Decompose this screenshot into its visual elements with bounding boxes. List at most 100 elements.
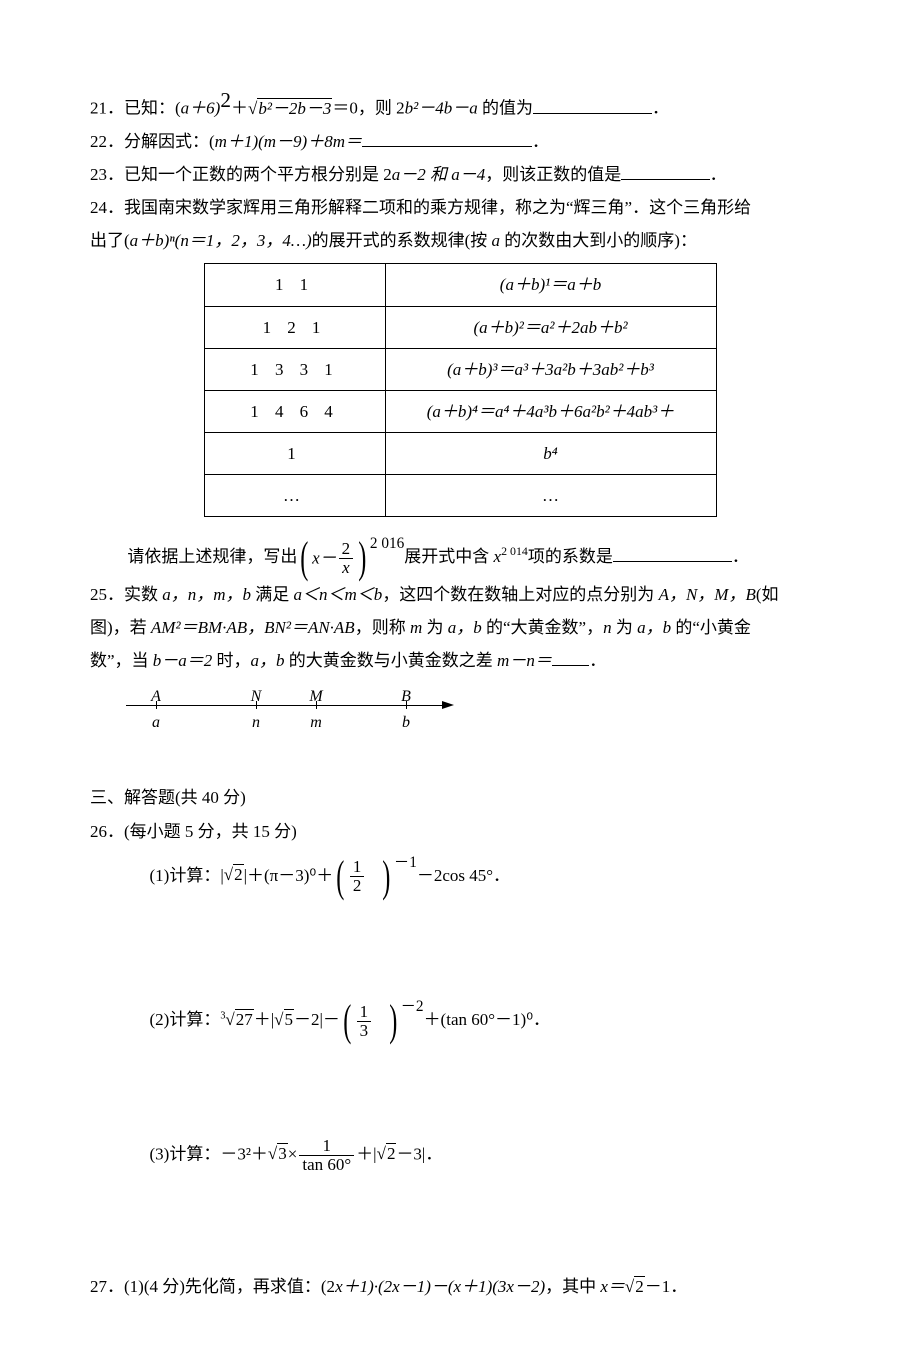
q25-2e: 为 xyxy=(612,618,638,637)
q22-blank xyxy=(362,129,532,147)
q27-rad: √2 xyxy=(625,1270,645,1303)
q26-head: 26．(每小题 5 分，共 15 分) xyxy=(90,815,830,848)
fd: 2 xyxy=(350,876,365,895)
q23-blank xyxy=(621,162,709,180)
q26-2d: ＋(tan 60°－1)⁰． xyxy=(424,1010,550,1029)
q23-num: 23． xyxy=(90,165,124,184)
q26-3: (3)计算：－3²＋√3×1tan 60°＋|√2－3|． xyxy=(90,1137,830,1174)
cell-l: 1 1 xyxy=(204,264,385,306)
q24-l2b: 的展开式的系数规律(按 xyxy=(312,231,492,250)
q26-3a: (3)计算：－3²＋ xyxy=(150,1144,268,1163)
table-row: 1 2 1(a＋b)²＝a²＋2ab＋b² xyxy=(204,306,716,348)
q25-b: 满足 xyxy=(251,585,294,604)
q26-1rc: 2 xyxy=(233,864,244,884)
q25-d: (如 xyxy=(756,585,779,604)
q21-blank xyxy=(533,96,652,114)
pascal-table: 1 1(a＋b)¹＝a＋b 1 2 1(a＋b)²＝a²＋2ab＋b² 1 3 … xyxy=(204,263,717,517)
q26-1rad: √2 xyxy=(224,858,244,891)
q27-rc: 2 xyxy=(634,1276,645,1296)
q26-1c: －2cos 45°． xyxy=(417,865,510,884)
q26-2cbrt: 3√27 xyxy=(220,1003,253,1036)
rparen-icon: ) xyxy=(382,857,390,897)
cell-r: (a＋b)²＝a²＋2ab＋b² xyxy=(385,306,716,348)
q26-3r3: √3 xyxy=(268,1137,288,1170)
q25-2f: 的“小黄金 xyxy=(671,618,751,637)
q27-num: 27． xyxy=(90,1277,124,1296)
q25-a: 实数 xyxy=(124,585,162,604)
cell-r: (a＋b)¹＝a＋b xyxy=(385,264,716,306)
q26-3frac: 1tan 60° xyxy=(299,1137,354,1174)
q24-blank xyxy=(613,544,732,562)
q27-xeq: x＝ xyxy=(600,1277,625,1296)
q24-abnn: a＋b)ⁿ(n＝1，2，3，4…) xyxy=(130,231,312,250)
q25-l1: 25．实数 a，n，m，b 满足 a＜n＜m＜b，这四个数在数轴上对应的点分别为… xyxy=(90,578,830,611)
q26-1frac: 12 xyxy=(350,858,365,895)
q27-c: －1． xyxy=(645,1277,688,1296)
q27-x1: x＋1)·(2x－1)－(x＋1)(3x－2) xyxy=(335,1277,545,1296)
cell-r: b⁴ xyxy=(385,432,716,474)
q25-blank xyxy=(552,648,589,666)
fd: tan 60° xyxy=(299,1155,354,1174)
table-row: 1 3 3 1(a＋b)³＝a³＋3a²b＋3ab²＋b³ xyxy=(204,348,716,390)
q24-l1: 24．我国南宋数学家辉用三角形解释二项和的乘方规律，称之为“辉三角”．这个三角形… xyxy=(90,191,830,224)
q21-bsq: b²－4b－a xyxy=(405,99,478,118)
q24-l2c: 的次数由大到小的顺序)： xyxy=(500,231,697,250)
q25-ab2: a，b xyxy=(637,618,671,637)
table-row: 1b⁴ xyxy=(204,432,716,474)
q25-3b: 时， xyxy=(212,651,250,670)
rparen-icon: ) xyxy=(358,538,366,578)
q21: 21．已知：(a＋6)2＋√b²－2b－3＝0，则 2b²－4b－a 的值为． xyxy=(90,80,830,125)
q23-exp: a－2 和 a－4 xyxy=(392,165,486,184)
q26-1a: (1)计算：| xyxy=(150,865,224,884)
q24-num: 24． xyxy=(90,198,124,217)
q24-l2a: 出了( xyxy=(90,231,130,250)
q26-1: (1)计算：|√2|＋(π－3)⁰＋(12 )－1－2cos 45°． xyxy=(90,848,830,897)
q26-2: (2)计算：3√27＋|√5－2|－(13 )－2＋(tan 60°－1)⁰． xyxy=(90,992,830,1041)
table-row: 1 1(a＋b)¹＝a＋b xyxy=(204,264,716,306)
q27-a: (1)(4 分)先化简，再求值：(2 xyxy=(124,1277,335,1296)
q26-2a: (2)计算： xyxy=(150,1010,221,1029)
table-row: 1 4 6 4(a＋b)⁴＝a⁴＋4a³b＋6a²b²＋4ab³＋ xyxy=(204,390,716,432)
q25-ab: a，b xyxy=(448,618,482,637)
q21-radicand: b²－2b－3 xyxy=(257,98,332,118)
q25-3c: 的大黄金数与小黄金数之差 xyxy=(285,651,498,670)
q24-tb: 展开式中含 xyxy=(404,547,493,566)
q26-2b: ＋| xyxy=(254,1010,274,1029)
q26-3b: × xyxy=(288,1144,298,1163)
q26-2exp: －2 xyxy=(401,998,424,1015)
q24-l2: 出了(a＋b)ⁿ(n＝1，2，3，4…)的展开式的系数规律(按 a 的次数由大到… xyxy=(90,224,830,257)
q24-p: ． xyxy=(732,547,749,566)
q25-2d: 的“大黄金数”， xyxy=(482,618,603,637)
q23-p: ． xyxy=(710,165,727,184)
q25-vars: a，n，m，b xyxy=(162,585,251,604)
q25-eq1: AM²＝BM·AB，BN²＝AN·AB xyxy=(151,618,355,637)
q23-a: 已知一个正数的两个平方根分别是 2 xyxy=(124,165,392,184)
q26-2frac: 13 xyxy=(357,1003,372,1040)
q21-exp2: 2 xyxy=(220,88,231,112)
q25-2c: 为 xyxy=(422,618,448,637)
q26-2c: －2|－ xyxy=(294,1010,340,1029)
q22: 22．分解因式：(m＋1)(m－9)＋8m＝． xyxy=(90,125,830,158)
q21-t1: 已知：( xyxy=(124,99,181,118)
fn: 1 xyxy=(350,858,365,876)
lparen-icon: ( xyxy=(343,1001,351,1041)
q25-p: ． xyxy=(589,651,606,670)
q22-m: m＋1)(m－9)＋8m＝ xyxy=(215,132,362,151)
q25-2b: ，则称 xyxy=(355,618,410,637)
q21-plus: ＋ xyxy=(231,99,248,118)
q25-c: ，这四个数在数轴上对应的点分别为 xyxy=(382,585,658,604)
q24-e2016: 2 016 xyxy=(370,535,404,552)
q26-2cb: 27 xyxy=(235,1009,254,1029)
q21-num: 21． xyxy=(90,99,124,118)
cell-l: 1 4 6 4 xyxy=(204,390,385,432)
q27: 27．(1)(4 分)先化简，再求值：(2x＋1)·(2x－1)－(x＋1)(3… xyxy=(90,1270,830,1303)
q24-x2: x xyxy=(494,547,502,566)
cell-l: … xyxy=(204,475,385,517)
fn: 1 xyxy=(299,1137,354,1155)
lparen-icon: ( xyxy=(301,538,309,578)
q21-p: ． xyxy=(652,99,669,118)
q25-l2: 图)，若 AM²＝BM·AB，BN²＝AN·AB，则称 m 为 a，b 的“大黄… xyxy=(90,611,830,644)
q23: 23．已知一个正数的两个平方根分别是 2a－2 和 a－4，则该正数的值是． xyxy=(90,158,830,191)
q26-1exp: －1 xyxy=(394,854,417,871)
cell-l: 1 2 1 xyxy=(204,306,385,348)
